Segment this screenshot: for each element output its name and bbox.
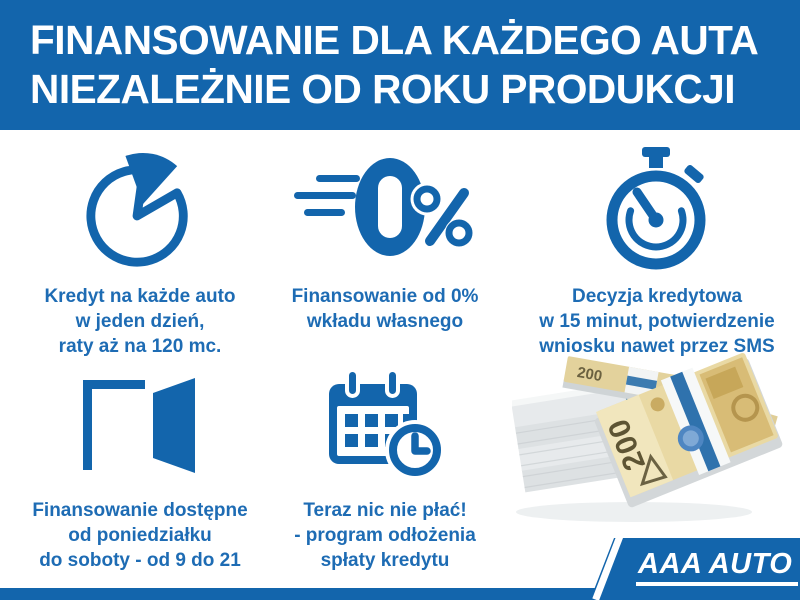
feature-zero-percent: Finansowanie od 0% wkładu własnego xyxy=(268,140,502,334)
open-door-icon xyxy=(12,354,268,496)
feature-caption-availability: Finansowanie dostępne od poniedziałku do… xyxy=(32,500,248,571)
stopwatch-icon xyxy=(518,140,796,282)
header-title-line2: NIEZALEŻNIE OD ROKU PRODUKCJI xyxy=(30,66,736,112)
zero-percent-icon xyxy=(268,140,502,282)
feature-caption-deferred-payment: Teraz nic nie płać! - program odłożenia … xyxy=(294,500,476,571)
feature-decision: Decyzja kredytowa w 15 minut, potwierdze… xyxy=(518,140,796,359)
feature-credit: Kredyt na każde auto w jeden dzień, raty… xyxy=(12,140,268,359)
feature-caption-credit: Kredyt na każde auto w jeden dzień, raty… xyxy=(44,286,236,357)
money-stacks-photo: 200 200 xyxy=(512,352,797,527)
money-note-value-top: 200 xyxy=(576,364,604,385)
feature-availability: Finansowanie dostępne od poniedziałku do… xyxy=(12,354,268,573)
header-banner: FINANSOWANIE DLA KAŻDEGO AUTA NIEZALEŻNI… xyxy=(0,0,800,130)
pie-chart-icon xyxy=(12,140,268,282)
brand-logo: AAA AUTO xyxy=(636,549,799,586)
feature-deferred-payment: Teraz nic nie płać! - program odłożenia … xyxy=(268,354,502,573)
feature-caption-decision: Decyzja kredytowa w 15 minut, potwierdze… xyxy=(539,286,775,357)
logo-diagonal-stripe xyxy=(592,538,625,600)
header-title-line1: FINANSOWANIE DLA KAŻDEGO AUTA xyxy=(30,17,759,63)
logo-banner: AAA AUTO xyxy=(590,538,800,600)
calendar-clock-icon xyxy=(268,354,502,496)
feature-caption-zero-percent: Finansowanie od 0% wkładu własnego xyxy=(291,286,479,332)
